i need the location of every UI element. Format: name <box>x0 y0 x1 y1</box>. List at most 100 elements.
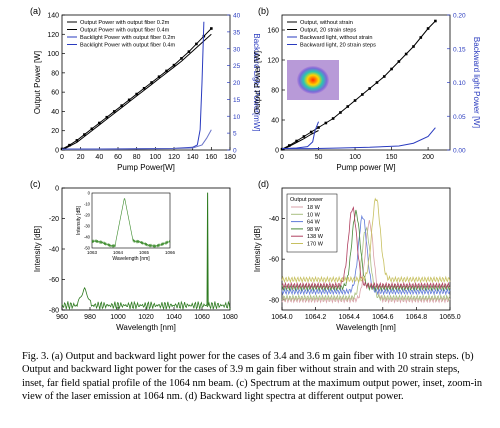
series-line-0-point <box>412 45 415 48</box>
x-tick-label: 1060 <box>194 314 210 321</box>
series-line-0-point <box>210 27 213 30</box>
y2-tick-label: 40 <box>233 13 241 20</box>
x-tick-label: 1064.4 <box>338 314 360 321</box>
series-line-0-point <box>150 81 153 84</box>
series-line-3 <box>281 121 319 150</box>
series-line-0-point <box>135 92 138 96</box>
legend-entry: Output, without strain <box>300 20 353 26</box>
legend-entry: Output Power with output fiber 0.2m <box>80 20 170 26</box>
series-line-0-point <box>172 63 176 67</box>
x-tick-label: 1000 <box>110 314 126 321</box>
x-tick-label: 980 <box>84 314 96 321</box>
series-line-0-point <box>187 50 191 53</box>
spectrum-2 <box>281 214 451 296</box>
series-line-0-point <box>90 127 94 131</box>
legend-entry: Backward light, without strain <box>300 35 372 41</box>
y-tick-label: 0 <box>55 148 59 155</box>
x-tick-label: 1064.8 <box>406 314 428 321</box>
x-tick-label: 0 <box>60 154 64 161</box>
x-axis-label: Pump Power[W] <box>117 163 175 172</box>
legend-entry: 138 W <box>307 234 324 240</box>
series-line-0-point <box>280 147 284 151</box>
series-line-0-point <box>390 67 393 71</box>
y2-tick-label: 0.20 <box>453 13 466 20</box>
series-line-0-point <box>404 52 408 56</box>
x-tick-label: 40 <box>95 154 103 161</box>
legend-title: Output power <box>290 197 323 203</box>
series-line-0-point <box>98 121 101 125</box>
y-tick-label: 60 <box>51 90 59 97</box>
inset-y-label: Intensity [dB] <box>76 205 82 235</box>
x-axis-label: Wavelength [nm] <box>336 323 396 332</box>
y-tick-label: 160 <box>267 28 279 35</box>
legend-entry: Backlight Power with output fiber 0.2m <box>80 35 175 41</box>
series-line-0-point <box>142 86 146 90</box>
series-line-0-point <box>120 104 124 107</box>
y-tick-label: 40 <box>51 109 59 116</box>
x-tick-label: 100 <box>349 154 361 161</box>
x-tick-label: 1040 <box>166 314 182 321</box>
series-line-0-point <box>426 27 430 30</box>
series-line-2 <box>282 127 436 150</box>
y2-tick-label: 20 <box>233 80 241 87</box>
series-line-0-point <box>317 126 320 129</box>
series-line-0-point <box>434 19 437 23</box>
y2-tick-label: 0.05 <box>453 114 466 121</box>
x-tick-label: 1080 <box>222 314 238 321</box>
inset-y-tick-label: -40 <box>84 235 91 240</box>
legend-entry: Backward light, 20 strain steps <box>300 43 376 49</box>
series-line-0-point <box>83 133 86 136</box>
y2-tick-label: 0.00 <box>453 148 466 155</box>
series-line-0-point <box>288 144 291 147</box>
series-line-0-point <box>295 139 298 143</box>
series-line-0-point <box>324 121 328 125</box>
y-tick-label: 0 <box>275 148 279 155</box>
y2-tick-label: 30 <box>233 46 241 53</box>
series-line-0-point <box>112 110 116 113</box>
y-tick-label: 120 <box>267 58 279 65</box>
series-line-0-point <box>397 60 401 63</box>
series-line-0-point <box>353 99 357 102</box>
y2-tick-label: 5 <box>233 131 237 138</box>
inset-y-tick-label: -20 <box>84 213 91 218</box>
x-tick-label: 960 <box>56 314 68 321</box>
series-line-0-point <box>75 139 79 142</box>
chart-panel-1: (b) 0 50 100 150 200 0 40 80 120 160 Pump power [W]… <box>253 6 481 172</box>
chart-panel-0: (a)0 20 40 60 80 100 120 140 160 1800204060801001… <box>30 6 261 172</box>
series-line-0-point <box>180 57 183 60</box>
series-line-0-point <box>339 111 342 114</box>
series-line-0-point <box>309 130 313 134</box>
y-tick-label: -80 <box>49 308 59 315</box>
series-line-0-point <box>302 135 306 138</box>
figure-caption: Fig. 3. (a) Output and backward light po… <box>22 351 483 403</box>
y2-tick-label: 15 <box>233 97 241 104</box>
y-tick-label: 20 <box>51 128 59 135</box>
y-tick-label: -80 <box>269 297 279 304</box>
inset-y-tick-label: 0 <box>88 191 91 196</box>
x-tick-label: 80 <box>133 154 141 161</box>
x-tick-label: 140 <box>187 154 199 161</box>
y-tick-label: 0 <box>55 186 59 193</box>
y2-tick-label: 0.15 <box>453 46 466 53</box>
y2-tick-label: 0 <box>233 148 237 155</box>
y-tick-label: 40 <box>271 118 279 125</box>
spectrum-5 <box>281 197 451 284</box>
panel-label: (a) <box>30 6 41 16</box>
x-tick-label: 0 <box>280 154 284 161</box>
series-line-0-point <box>105 115 109 119</box>
inset-y-tick-label: -10 <box>84 202 91 207</box>
x-tick-label: 150 <box>386 154 398 161</box>
spectrum-4 <box>281 206 451 290</box>
series-line-1 <box>61 33 212 151</box>
y-axis-label: Output Power [W] <box>33 51 42 114</box>
chart-panel-3: (d) 1064.0 1064.2 1064.4 1064.6 1064.8 1065.0 -… <box>253 179 461 332</box>
y2-tick-label: 35 <box>233 29 241 36</box>
y-tick-label: 80 <box>271 88 279 95</box>
legend-entry: 64 W <box>307 220 321 226</box>
series-line-0-point <box>361 93 364 96</box>
inset-x-tick-label: 1066 <box>165 250 176 255</box>
inset-trace <box>91 198 171 249</box>
y-tick-label: -40 <box>269 216 279 223</box>
x-tick-label: 180 <box>224 154 236 161</box>
